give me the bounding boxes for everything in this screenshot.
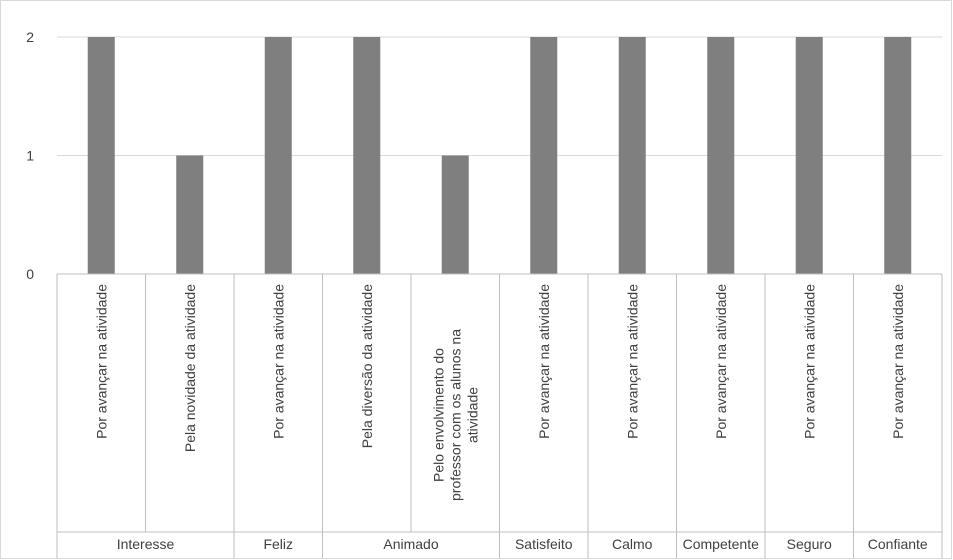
axes (56, 273, 943, 558)
bar (176, 155, 204, 274)
category-label: Por avançar na atividade (801, 284, 817, 439)
category-label: Pelo envolvimento doprofessor com os alu… (430, 329, 480, 501)
group-label: Competente (683, 536, 759, 552)
bars (87, 37, 912, 274)
bar (795, 37, 823, 274)
bar (707, 37, 735, 274)
category-label: Por avançar na atividade (713, 284, 729, 439)
group-label: Confiante (868, 536, 928, 552)
group-label: Seguro (787, 536, 832, 552)
bar (353, 37, 381, 274)
gridlines (57, 36, 942, 156)
group-label: Interesse (117, 536, 175, 552)
y-tick-label: 0 (26, 266, 34, 282)
category-label: Pela novidade da atividade (182, 284, 198, 452)
category-label: Pela diversão da atividade (359, 284, 375, 448)
category-label: Por avançar na atividade (624, 284, 640, 439)
labels: 0 1 2 Por avançar na atividade Pela novidade… (26, 29, 928, 552)
group-label: Animado (383, 536, 438, 552)
y-tick-label: 2 (26, 29, 34, 45)
bar (618, 37, 646, 274)
bar (87, 37, 115, 274)
category-label: Por avançar na atividade (890, 284, 906, 439)
category-label: Por avançar na atividade (270, 284, 286, 439)
y-tick-label: 1 (26, 148, 34, 164)
bar (530, 37, 558, 274)
bar (264, 37, 292, 274)
group-label: Satisfeito (515, 536, 573, 552)
category-label: Por avançar na atividade (536, 284, 552, 439)
category-label: Por avançar na atividade (93, 284, 109, 439)
bar (441, 155, 469, 274)
group-label: Feliz (263, 536, 293, 552)
bar (884, 37, 912, 274)
group-label: Calmo (612, 536, 653, 552)
